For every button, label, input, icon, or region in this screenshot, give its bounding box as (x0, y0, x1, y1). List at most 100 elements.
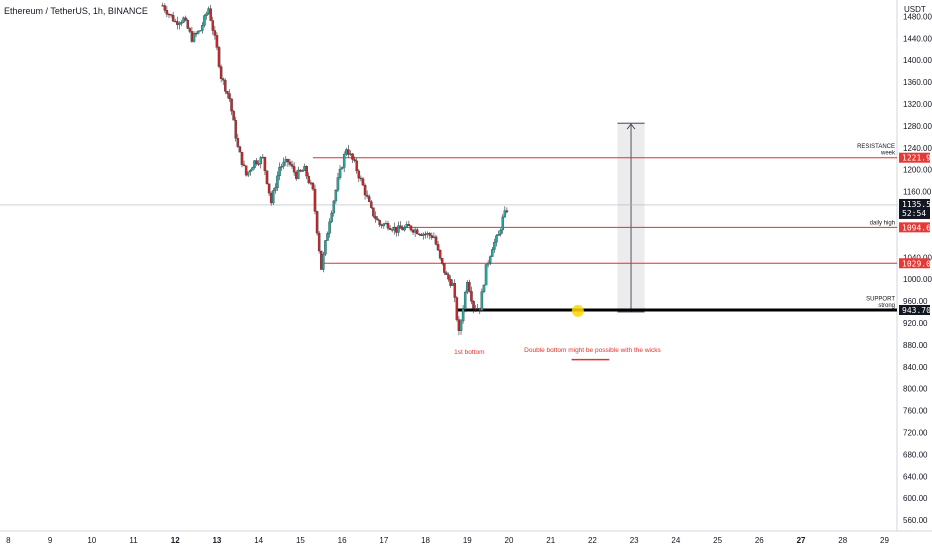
candle-body (309, 182, 313, 184)
price-tag-1: 1094.69 (902, 223, 932, 232)
candle-body (215, 35, 219, 48)
candle-body (345, 149, 348, 155)
candle-body (286, 158, 290, 163)
candle-body (493, 242, 496, 250)
time-tick-label: 11 (129, 536, 138, 545)
price-tick-label: 1400.00 (903, 56, 932, 65)
horizontal-levels (0, 157, 897, 312)
price-tag-3: 943.70 (902, 306, 931, 315)
price-tick-label: 760.00 (903, 407, 928, 416)
candle-body (230, 98, 233, 112)
current-price-label: 1135.57 (902, 200, 932, 209)
candle-body (186, 20, 189, 29)
candle-body (176, 21, 179, 25)
candle-body (201, 25, 204, 31)
candle-body (482, 284, 486, 292)
candle-body (207, 8, 210, 14)
projection-arrow-head (626, 123, 636, 130)
candle-body (370, 201, 373, 208)
candle-body (372, 207, 375, 217)
candle-body (288, 161, 292, 165)
candle-body (378, 219, 381, 225)
time-tick-label: 15 (296, 536, 305, 545)
candle-body (317, 232, 321, 252)
candle-body (451, 282, 454, 286)
countdown-label: 52:54 (902, 209, 926, 218)
plot-area (0, 0, 932, 532)
time-tick-label: 26 (755, 536, 764, 545)
candle-body (384, 223, 388, 225)
candle-body (171, 15, 175, 22)
candle-body (480, 291, 484, 311)
candle-body (182, 17, 185, 23)
candle-body (236, 137, 240, 147)
candle-body (503, 210, 507, 218)
candle-body (242, 164, 246, 166)
time-tick-label: 21 (546, 536, 555, 545)
candle-body (219, 66, 223, 79)
candle-body (445, 272, 448, 275)
candle-body (415, 229, 419, 235)
candle-body (253, 160, 256, 168)
candle-body (326, 233, 329, 241)
candle-body (211, 20, 215, 31)
candle-body (203, 15, 206, 26)
candle-body (338, 168, 342, 178)
price-tick-label: 1440.00 (903, 34, 932, 43)
candle-body (238, 146, 242, 153)
time-tick-label: 24 (671, 536, 680, 545)
candle-body (332, 200, 336, 214)
candle-body (282, 161, 285, 167)
candle-body (405, 224, 409, 228)
time-tick-label: 10 (87, 536, 96, 545)
candle-body (355, 160, 358, 172)
candle-body (382, 223, 386, 227)
candle-body (272, 190, 275, 204)
candle-body (213, 30, 217, 36)
candle-body (388, 228, 392, 230)
candle-body (466, 282, 469, 293)
candle-body (228, 93, 231, 100)
candle-body (188, 28, 192, 32)
candle-body (299, 169, 302, 172)
price-tick-label: 960.00 (903, 297, 928, 306)
price-tick-label: 1240.00 (903, 144, 932, 153)
candle-body (386, 223, 390, 229)
candle-body (486, 262, 490, 265)
candle-body (259, 157, 263, 165)
candle-body (246, 171, 250, 176)
candle-body (443, 263, 446, 273)
price-tag-2-bg (899, 258, 930, 269)
candle-body (447, 274, 450, 280)
candle-body (184, 17, 187, 21)
current-price-tag-bg (899, 198, 930, 219)
price-tick-label: 880.00 (903, 341, 928, 350)
candle-body (261, 156, 265, 159)
candle-body (505, 210, 509, 213)
level-note: SUPPORT (866, 297, 895, 303)
candle-body (495, 235, 498, 243)
candle-body (311, 182, 315, 190)
candle-body (499, 229, 502, 235)
candle-body (411, 229, 415, 233)
price-tag-1-bg (899, 222, 930, 233)
price-tick-label: 640.00 (903, 472, 928, 481)
candle-body (347, 149, 350, 155)
candle-body (278, 167, 281, 177)
candle-body (328, 221, 331, 234)
candle-body (472, 301, 475, 309)
candle-body (380, 224, 383, 227)
candle-body (251, 167, 254, 171)
price-tick-label: 680.00 (903, 450, 928, 459)
price-tick-label: 1280.00 (903, 122, 932, 131)
candle-body (340, 167, 344, 170)
candle-body (403, 226, 406, 231)
candle-body (167, 14, 171, 16)
candle-body (474, 308, 477, 310)
time-tick-label: 25 (713, 536, 722, 545)
candle-body (399, 225, 402, 229)
price-tick-label: 1480.00 (903, 12, 932, 21)
candle-body (297, 169, 300, 179)
